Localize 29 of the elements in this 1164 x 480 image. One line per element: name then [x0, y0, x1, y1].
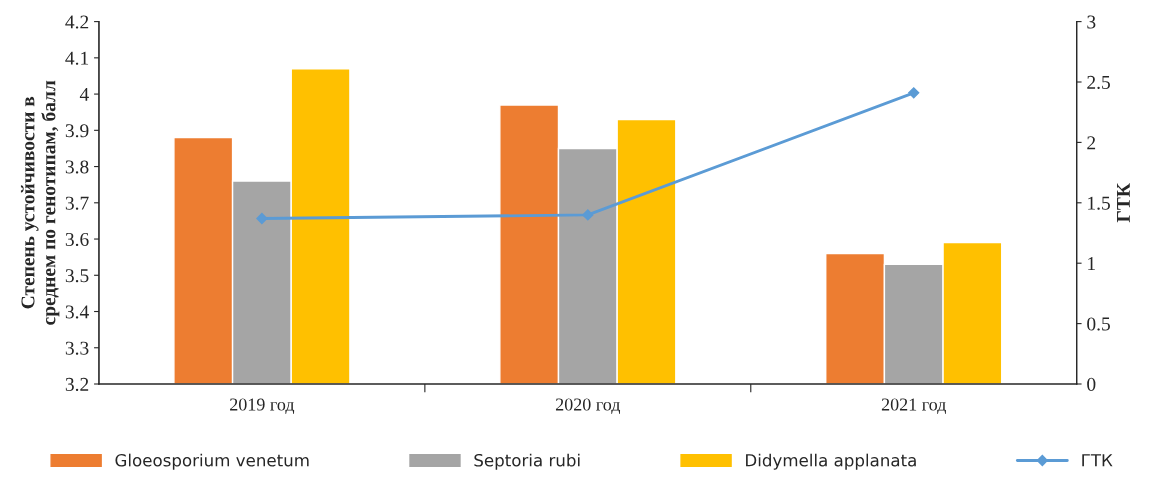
y-tick-label: 3.2	[65, 377, 89, 392]
y2-tick-label: 0.5	[1087, 317, 1110, 331]
y2-axis-title: ГТК	[1117, 183, 1130, 223]
legend-label: ГТК	[1082, 454, 1113, 467]
y-tick-label: 3.5	[65, 269, 89, 283]
y-tick-label: 3.4	[65, 305, 89, 319]
y-axis-title: Степень устойчивости в среднем по генотипам, балл	[20, 80, 60, 325]
y-tick-label: 3.6	[65, 232, 89, 247]
y-tick-label: 4.2	[65, 15, 89, 29]
y-tick-label: 4	[79, 88, 89, 101]
x-tick-label: 2019 год	[230, 398, 295, 414]
legend-label: Gloeosporium venetum	[115, 453, 309, 470]
y2-tick-label: 2.5	[1087, 75, 1110, 90]
y2-tick-label: 2	[1087, 136, 1096, 150]
y-tick-label: 3.9	[65, 124, 89, 138]
y2-tick-label: 1	[1088, 257, 1095, 270]
legend-label: Didymella applanata	[746, 453, 916, 470]
y2-tick-label: 0	[1087, 377, 1096, 391]
point	[582, 209, 594, 221]
y-tick-label: 3.7	[65, 196, 89, 210]
x-tick-label: 2020 год	[555, 398, 621, 414]
legend-label: Septoria rubi	[474, 453, 580, 470]
y-tick-label: 4.1	[65, 51, 89, 65]
y2-tick-label: 3	[1087, 15, 1096, 29]
point	[908, 87, 920, 99]
y-tick-label: 3.3	[65, 341, 89, 355]
x-tick-label: 2021 год	[881, 398, 946, 414]
y-tick-label: 3.8	[65, 160, 89, 174]
y2-tick-label: 1.5	[1088, 196, 1110, 210]
